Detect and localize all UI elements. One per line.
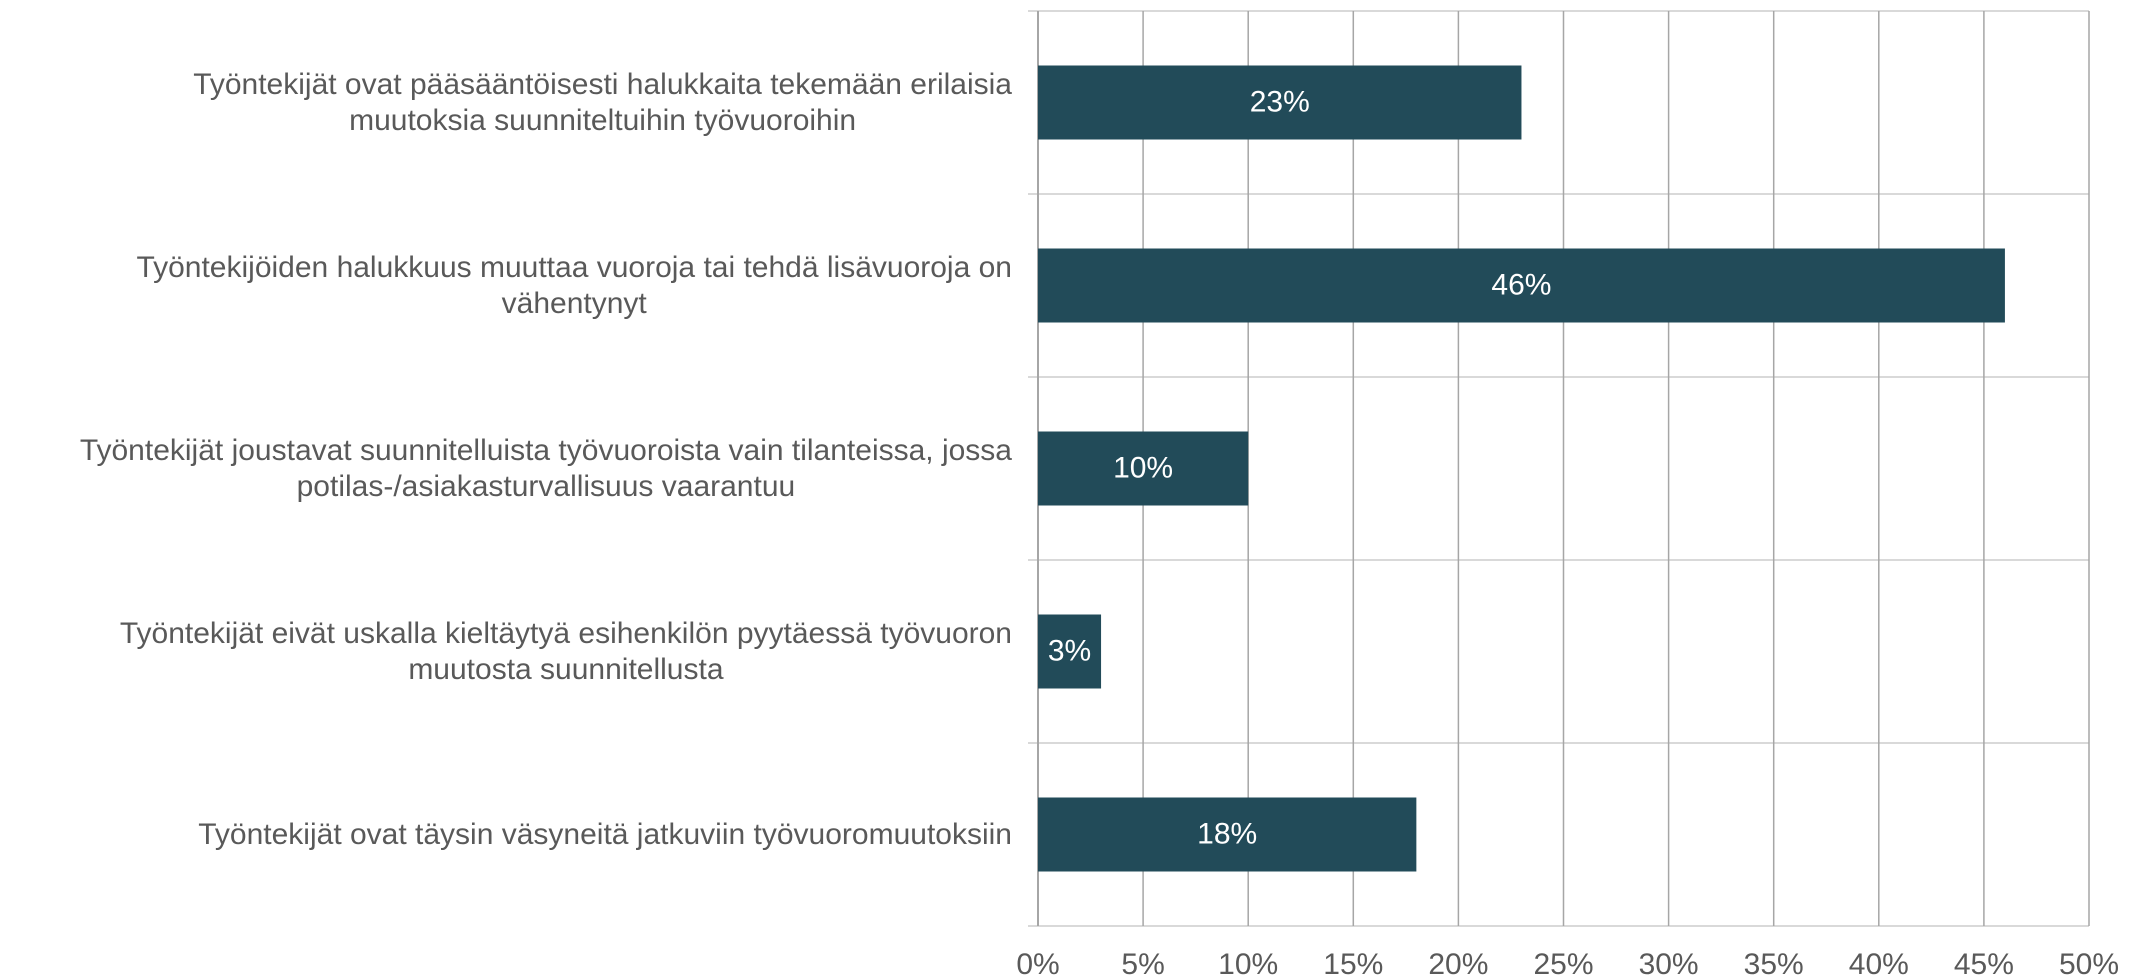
category-label-box: Työntekijät joustavat suunnitelluista ty… <box>80 433 1012 505</box>
bar <box>1038 614 1102 689</box>
category-label-box: Työntekijät ovat täysin väsyneitä jatkuv… <box>198 817 1012 853</box>
bar <box>1038 431 1249 506</box>
x-tick-label: 40% <box>1849 948 1909 979</box>
data-label: 46% <box>1491 268 1551 301</box>
x-tick-label: 15% <box>1323 948 1383 979</box>
x-tick-label: 0% <box>1016 948 1059 979</box>
data-label: 23% <box>1250 85 1310 118</box>
data-label: 3% <box>1048 634 1091 667</box>
data-label: 10% <box>1113 451 1173 484</box>
x-tick-label: 5% <box>1121 948 1164 979</box>
category-label-box: Työntekijät ovat pääsääntöisesti halukka… <box>193 67 1012 139</box>
x-tick-label: 45% <box>1954 948 2014 979</box>
x-tick-label: 25% <box>1533 948 1593 979</box>
category-label: Työntekijät joustavat suunnitelluista ty… <box>79 433 1012 503</box>
category-label: Työntekijöiden halukkuus muuttaa vuoroja… <box>136 250 1012 320</box>
category-label: Työntekijät eivät uskalla kieltäytyä esi… <box>119 616 1012 686</box>
data-label: 18% <box>1197 817 1257 850</box>
x-tick-label: 30% <box>1639 948 1699 979</box>
category-label-box: Työntekijät eivät uskalla kieltäytyä esi… <box>120 616 1012 688</box>
x-tick-label: 20% <box>1428 948 1488 979</box>
bar <box>1038 65 1522 140</box>
bar <box>1038 248 2005 323</box>
category-label: Työntekijät ovat täysin väsyneitä jatkuv… <box>198 817 1012 851</box>
x-tick-label: 10% <box>1218 948 1278 979</box>
bar <box>1038 797 1417 872</box>
x-tick-label: 35% <box>1744 948 1804 979</box>
category-label: Työntekijät ovat pääsääntöisesti halukka… <box>193 67 1012 137</box>
x-tick-label: 50% <box>2059 948 2119 979</box>
category-label-box: Työntekijöiden halukkuus muuttaa vuoroja… <box>136 250 1012 322</box>
